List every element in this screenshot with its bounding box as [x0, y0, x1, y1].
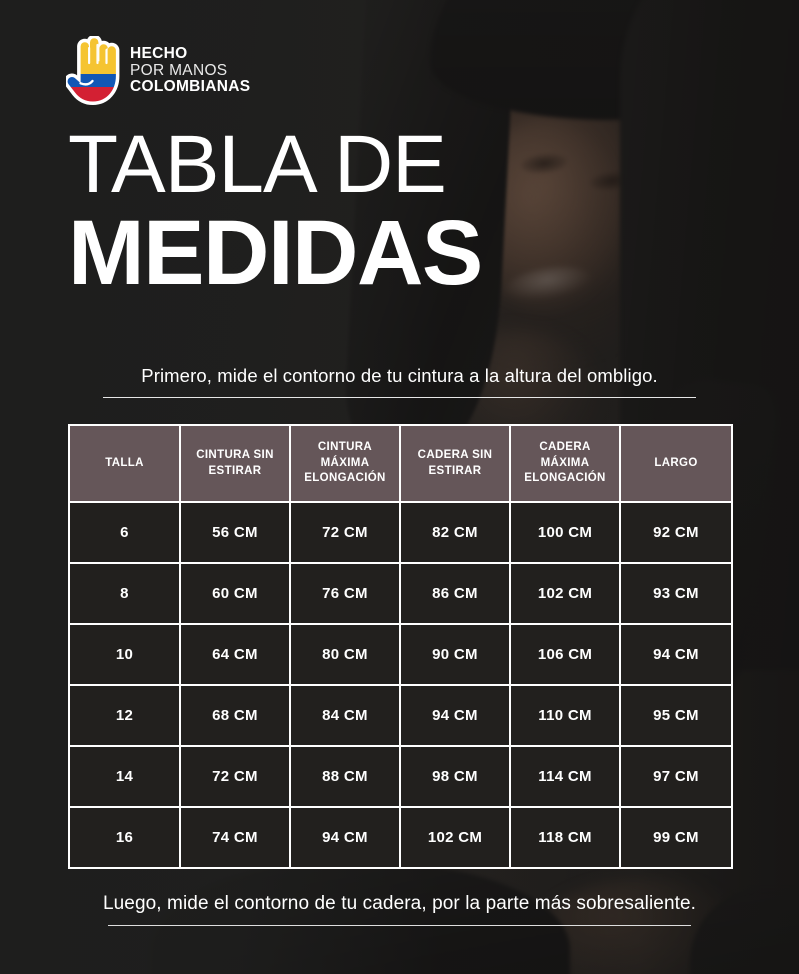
instruction-second: Luego, mide el contorno de tu cadera, po…	[102, 893, 697, 914]
cell-largo: 92 CM	[619, 501, 733, 564]
cell-cintura-maxima-elongacion: 94 CM	[289, 806, 401, 869]
cell-cintura-sin-estirar: 74 CM	[179, 806, 291, 869]
column-header-cintura-sin-estirar: CINTURA SIN ESTIRAR	[179, 424, 291, 503]
divider-top	[103, 397, 696, 398]
cell-cadera-maxima-elongacion: 118 CM	[509, 806, 621, 869]
cell-cintura-sin-estirar: 72 CM	[179, 745, 291, 808]
brand-logo-text: HECHO POR MANOS COLOMBIANAS	[130, 45, 251, 96]
table-row: 8 60 CM 76 CM 86 CM 102 CM 93 CM	[68, 562, 733, 625]
cell-cintura-sin-estirar: 60 CM	[179, 562, 291, 625]
cell-cintura-sin-estirar: 64 CM	[179, 623, 291, 686]
colombian-hand-icon	[66, 36, 120, 106]
cell-cadera-sin-estirar: 98 CM	[399, 745, 511, 808]
table-row: 10 64 CM 80 CM 90 CM 106 CM 94 CM	[68, 623, 733, 686]
cell-cadera-sin-estirar: 102 CM	[399, 806, 511, 869]
page-title-line-2: MEDIDAS	[68, 201, 483, 304]
brand-logo: HECHO POR MANOS COLOMBIANAS	[66, 36, 250, 106]
cell-cadera-sin-estirar: 94 CM	[399, 684, 511, 747]
cell-largo: 94 CM	[619, 623, 733, 686]
cell-cadera-sin-estirar: 86 CM	[399, 562, 511, 625]
cell-cadera-sin-estirar: 82 CM	[399, 501, 511, 564]
cell-cintura-sin-estirar: 68 CM	[179, 684, 291, 747]
cell-cintura-maxima-elongacion: 76 CM	[289, 562, 401, 625]
cell-cadera-maxima-elongacion: 100 CM	[509, 501, 621, 564]
cell-cadera-maxima-elongacion: 114 CM	[509, 745, 621, 808]
table-row: 14 72 CM 88 CM 98 CM 114 CM 97 CM	[68, 745, 733, 808]
page-title-line-1: TABLA DE	[68, 119, 447, 210]
cell-largo: 97 CM	[619, 745, 733, 808]
cell-largo: 95 CM	[619, 684, 733, 747]
table-header: TALLA CINTURA SIN ESTIRAR CINTURA MÁXIMA…	[68, 424, 733, 503]
measurements-table: TALLA CINTURA SIN ESTIRAR CINTURA MÁXIMA…	[68, 424, 733, 869]
table-header-row: TALLA CINTURA SIN ESTIRAR CINTURA MÁXIMA…	[68, 424, 733, 503]
cell-cintura-maxima-elongacion: 80 CM	[289, 623, 401, 686]
cell-cadera-maxima-elongacion: 106 CM	[509, 623, 621, 686]
brand-line-2: POR MANOS	[130, 61, 228, 79]
cell-cintura-maxima-elongacion: 72 CM	[289, 501, 401, 564]
cell-cadera-maxima-elongacion: 102 CM	[509, 562, 621, 625]
cell-talla: 10	[68, 623, 181, 686]
column-header-cadera-sin-estirar: CADERA SIN ESTIRAR	[399, 424, 511, 503]
cell-largo: 93 CM	[619, 562, 733, 625]
cell-largo: 99 CM	[619, 806, 733, 869]
cell-talla: 8	[68, 562, 181, 625]
cell-cintura-sin-estirar: 56 CM	[179, 501, 291, 564]
cell-talla: 16	[68, 806, 181, 869]
cell-cadera-sin-estirar: 90 CM	[399, 623, 511, 686]
column-header-cintura-maxima-elongacion: CINTURA MÁXIMA ELONGACIÓN	[289, 424, 401, 503]
brand-line-1: HECHO	[130, 45, 188, 63]
cell-talla: 14	[68, 745, 181, 808]
cell-cadera-maxima-elongacion: 110 CM	[509, 684, 621, 747]
column-header-largo: LARGO	[619, 424, 733, 503]
cell-talla: 12	[68, 684, 181, 747]
page-title: TABLA DE MEDIDAS	[68, 119, 483, 304]
cell-talla: 6	[68, 501, 181, 564]
brand-line-3: COLOMBIANAS	[130, 78, 251, 96]
column-header-cadera-maxima-elongacion: CADERA MÁXIMA ELONGACIÓN	[509, 424, 621, 503]
cell-cintura-maxima-elongacion: 84 CM	[289, 684, 401, 747]
table-row: 6 56 CM 72 CM 82 CM 100 CM 92 CM	[68, 501, 733, 564]
cell-cintura-maxima-elongacion: 88 CM	[289, 745, 401, 808]
table-row: 12 68 CM 84 CM 94 CM 110 CM 95 CM	[68, 684, 733, 747]
instruction-first: Primero, mide el contorno de tu cintura …	[141, 365, 658, 386]
divider-bottom	[108, 925, 691, 926]
table-body: 6 56 CM 72 CM 82 CM 100 CM 92 CM 8 60 CM…	[68, 501, 733, 869]
table-row: 16 74 CM 94 CM 102 CM 118 CM 99 CM	[68, 806, 733, 869]
column-header-talla: TALLA	[68, 424, 181, 503]
